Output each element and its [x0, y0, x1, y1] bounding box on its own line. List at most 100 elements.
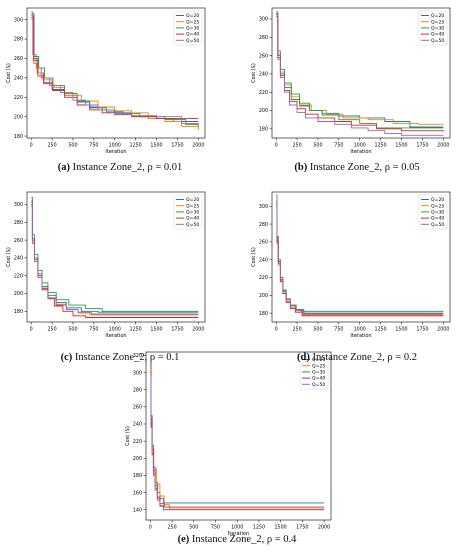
x-tick-label: 750 [334, 327, 343, 333]
legend-entry: Q=40 [186, 216, 199, 222]
series-line-q25 [276, 205, 444, 316]
caption-e-text: Instance Zone_2, ρ = 0.4 [191, 534, 297, 545]
y-tick-label: 200 [14, 291, 23, 297]
y-axis-label: Cost ($) [6, 247, 12, 267]
y-tick-label: 180 [259, 127, 268, 133]
x-tick-label: 1000 [354, 143, 366, 149]
chart-3: 0 250 500 750 1000 1250 1500 1750 2000 180 200 220 2… [6, 191, 206, 339]
x-tick-label: 250 [292, 327, 301, 333]
x-tick-label: 1750 [171, 327, 183, 333]
x-tick-label: 500 [313, 327, 322, 333]
legend-entry: Q=25 [431, 19, 444, 25]
series-line-q20 [276, 204, 444, 312]
y-tick-label: 260 [14, 56, 23, 62]
caption-a-text: Instance Zone_2, ρ = 0.01 [72, 162, 183, 173]
y-tick-label: 180 [259, 311, 268, 317]
x-tick-label: 1250 [130, 327, 142, 333]
x-tick-label: 1000 [354, 327, 366, 333]
y-axis-label: Cost ($) [251, 63, 257, 83]
series-line-q30 [31, 196, 199, 312]
y-tick-label: 180 [14, 134, 23, 140]
plot-frame [26, 191, 206, 323]
x-tick-label: 1500 [395, 143, 407, 149]
x-tick-label: 750 [89, 143, 98, 149]
legend: Q=20Q=25Q=30Q=40Q=50 [173, 10, 203, 46]
y-axis-label: Cost ($) [251, 247, 257, 267]
caption-a-label: (a) [57, 162, 70, 173]
y-tick-label: 240 [14, 256, 23, 262]
caption-e: (e) Instance Zone_2, ρ = 0.4 [152, 534, 322, 545]
legend-entry: Q=50 [312, 382, 325, 388]
series-line-q50 [31, 202, 199, 315]
legend: Q=20Q=25Q=30Q=40Q=50 [173, 194, 203, 230]
x-tick-label: 1000 [109, 143, 121, 149]
y-tick-label: 200 [259, 108, 268, 114]
legend-entry: Q=20 [186, 13, 199, 19]
series-line-q25 [276, 16, 444, 125]
x-tick-label: 750 [211, 525, 220, 531]
x-tick-label: 0 [30, 143, 33, 149]
series-line-q20 [31, 17, 199, 122]
legend-entry: Q=25 [312, 363, 325, 369]
x-tick-label: 0 [30, 327, 33, 333]
y-tick-label: 220 [133, 439, 142, 445]
y-tick-label: 240 [14, 76, 23, 82]
y-tick-label: 240 [259, 72, 268, 78]
y-tick-label: 280 [259, 35, 268, 41]
caption-c-text: Instance Zone_2, ρ = 0.1 [74, 352, 180, 363]
caption-d-label: (d) [297, 352, 310, 363]
series-line-q20 [276, 13, 444, 128]
x-tick-label: 750 [89, 327, 98, 333]
legend-entry: Q=30 [431, 26, 444, 32]
series-line-q30 [150, 372, 325, 511]
chart-1: 0 250 500 750 1000 1250 1500 1750 2000 180 200 220 2… [6, 7, 206, 155]
series-line-q50 [31, 11, 199, 125]
x-tick-label: 0 [275, 327, 278, 333]
x-tick-label: 1250 [375, 327, 387, 333]
legend-entry: Q=50 [431, 38, 444, 44]
y-axis-label: Cost ($) [6, 63, 12, 83]
x-tick-label: 1500 [395, 327, 407, 333]
x-tick-label: 750 [334, 143, 343, 149]
legend-entry: Q=50 [186, 222, 199, 228]
x-tick-label: 500 [189, 525, 198, 531]
legend-entry: Q=20 [431, 13, 444, 19]
series-line-q25 [150, 367, 325, 510]
x-tick-label: 0 [275, 143, 278, 149]
series-line-q50 [150, 375, 325, 511]
y-tick-label: 280 [14, 220, 23, 226]
series-line-q40 [31, 15, 199, 120]
caption-b-text: Instance Zone_2, ρ = 0.05 [309, 162, 420, 173]
caption-c: (c) Instance Zone_2, ρ = 0.1 [35, 352, 205, 363]
x-tick-label: 1750 [171, 143, 183, 149]
x-tick-label: 500 [313, 143, 322, 149]
y-tick-label: 280 [133, 387, 142, 393]
legend-box [418, 194, 448, 230]
x-tick-label: 1250 [130, 143, 142, 149]
series-line-q50 [276, 194, 444, 315]
x-tick-label: 1250 [375, 143, 387, 149]
y-tick-label: 280 [14, 37, 23, 43]
x-tick-label: 2000 [192, 327, 204, 333]
legend-entry: Q=25 [186, 203, 199, 209]
x-tick-label: 1500 [275, 525, 287, 531]
series-line-q50 [276, 11, 444, 136]
x-tick-label: 1000 [109, 327, 121, 333]
caption-d: (d) Instance Zone_2, ρ = 0.2 [272, 352, 442, 363]
x-axis-label: Iteration [105, 333, 126, 339]
y-tick-label: 320 [133, 353, 142, 359]
chart-4: 0 250 500 750 1000 1250 1500 1750 2000 180 200 220 2… [251, 191, 451, 339]
x-axis-label: Iteration [228, 531, 249, 537]
legend-entry: Q=30 [431, 210, 444, 216]
plot-frame [26, 7, 206, 139]
y-tick-label: 220 [259, 90, 268, 96]
x-axis-label: Iteration [350, 333, 371, 339]
y-tick-label: 200 [133, 456, 142, 462]
x-tick-label: 500 [68, 327, 77, 333]
legend-entry: Q=20 [431, 197, 444, 203]
legend-entry: Q=40 [431, 32, 444, 38]
legend-entry: Q=50 [186, 38, 199, 44]
y-tick-label: 300 [133, 370, 142, 376]
